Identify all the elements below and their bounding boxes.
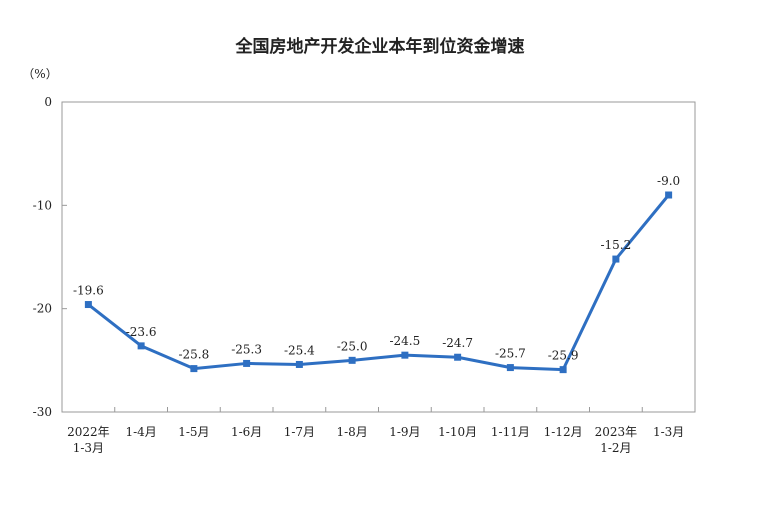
value-label: -25.9: [548, 349, 579, 363]
data-point: [137, 342, 145, 350]
value-label: -19.6: [73, 284, 104, 298]
x-tick-label: 2022年 1-3月: [67, 425, 110, 455]
chart-title: 全国房地产开发企业本年到位资金增速: [235, 36, 525, 57]
data-point: [559, 366, 567, 374]
data-line: [87, 194, 670, 372]
data-point: [190, 365, 198, 373]
y-tick-label: -10: [33, 198, 52, 212]
value-label: -25.3: [231, 342, 262, 356]
x-tick-label: 1-9月: [389, 425, 420, 439]
value-label: -25.4: [284, 343, 315, 357]
value-label: -9.0: [657, 174, 680, 188]
x-tick-label: 1-12月: [544, 425, 583, 439]
x-tick-label: 1-3月: [653, 425, 684, 439]
y-tick-label: -20: [33, 302, 52, 316]
value-label: -24.7: [442, 336, 473, 350]
x-tick-label: 1-10月: [438, 425, 477, 439]
x-tick-label: 1-6月: [231, 425, 262, 439]
data-point: [612, 255, 620, 263]
value-label: -23.6: [126, 325, 157, 339]
value-label: -25.7: [495, 347, 526, 361]
data-point: [348, 356, 356, 364]
x-tick-label: 1-4月: [125, 425, 156, 439]
data-point: [454, 353, 462, 361]
value-label: -24.5: [389, 334, 420, 348]
plot-frame: [61, 101, 696, 413]
x-tick-label: 1-7月: [284, 425, 315, 439]
data-point: [665, 191, 673, 199]
y-tick-label: -30: [33, 405, 52, 419]
y-tick-label: 0: [44, 95, 52, 109]
x-tick-label: 2023年 1-2月: [595, 425, 638, 455]
data-point: [84, 301, 92, 309]
x-tick-label: 1-11月: [491, 425, 530, 439]
value-label: -15.2: [600, 238, 631, 252]
y-axis-label: （%）: [22, 67, 57, 81]
value-label: -25.0: [337, 339, 368, 353]
value-label: -25.8: [178, 348, 209, 362]
data-point: [506, 364, 514, 372]
data-point: [243, 359, 251, 367]
x-tick-label: 1-5月: [178, 425, 209, 439]
data-point: [401, 351, 409, 359]
x-tick-label: 1-8月: [336, 425, 367, 439]
data-point: [295, 360, 303, 368]
